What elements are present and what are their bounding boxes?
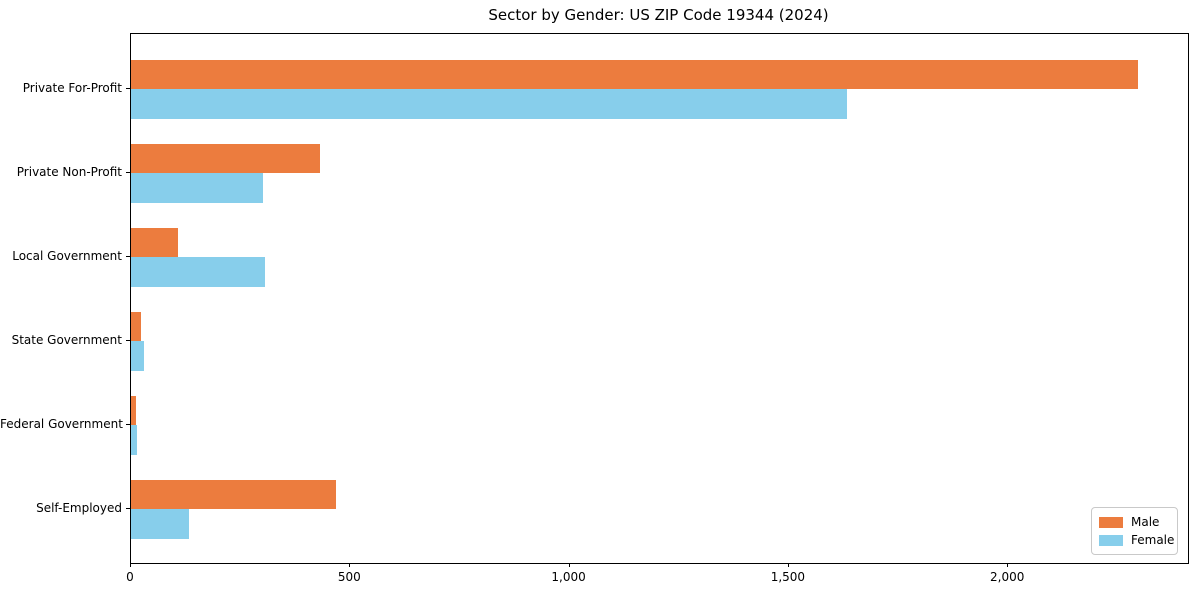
bar-male-4 — [131, 311, 141, 341]
legend-label-male: Male — [1131, 514, 1160, 529]
y-tick-label: Self-Employed — [36, 501, 122, 515]
legend-entry-male: Male — [1099, 514, 1170, 529]
bar-male-5 — [131, 395, 136, 425]
bar-male-2 — [131, 143, 321, 173]
bar-female-1 — [131, 89, 847, 119]
x-tick-label: 2,000 — [989, 570, 1025, 584]
chart-title: Sector by Gender: US ZIP Code 19344 (202… — [488, 6, 829, 24]
legend-entry-female: Female — [1099, 533, 1174, 547]
y-tick-label: Federal Government — [0, 417, 123, 431]
legend: Male Female — [1091, 507, 1178, 555]
y-tick-label: State Government — [11, 333, 122, 347]
x-tick-label: 1,000 — [551, 570, 586, 584]
y-tick-mark — [126, 172, 130, 173]
y-tick-label: Private For-Profit — [22, 81, 122, 95]
y-tick-mark — [126, 88, 130, 89]
x-tick-label: 500 — [337, 570, 361, 584]
bar-male-1 — [131, 59, 1138, 89]
legend-label-female: Female — [1131, 532, 1175, 547]
x-tick-mark — [349, 563, 351, 567]
x-tick-label: 1,500 — [770, 570, 806, 584]
bar-female-4 — [131, 341, 145, 371]
bar-male-3 — [131, 227, 178, 257]
y-tick-mark — [126, 424, 130, 425]
x-tick-mark — [130, 563, 131, 567]
y-tick-mark — [126, 340, 130, 341]
y-tick-label: Local Government — [12, 249, 122, 263]
x-tick-label: 0 — [126, 570, 134, 584]
y-tick-mark — [126, 256, 130, 257]
x-tick-mark — [787, 563, 789, 567]
y-tick-mark — [126, 508, 130, 509]
male-swatch-icon — [1099, 516, 1123, 528]
bar-female-5 — [131, 425, 137, 455]
x-tick-mark — [568, 563, 570, 567]
bar-female-3 — [131, 257, 266, 287]
female-swatch-icon — [1099, 534, 1123, 546]
x-tick-mark — [1007, 563, 1009, 567]
y-tick-label: Private Non-Profit — [16, 165, 122, 179]
bar-female-2 — [131, 173, 264, 203]
bar-female-6 — [131, 509, 189, 539]
bar-male-6 — [131, 479, 337, 509]
plot-area — [130, 33, 1189, 564]
